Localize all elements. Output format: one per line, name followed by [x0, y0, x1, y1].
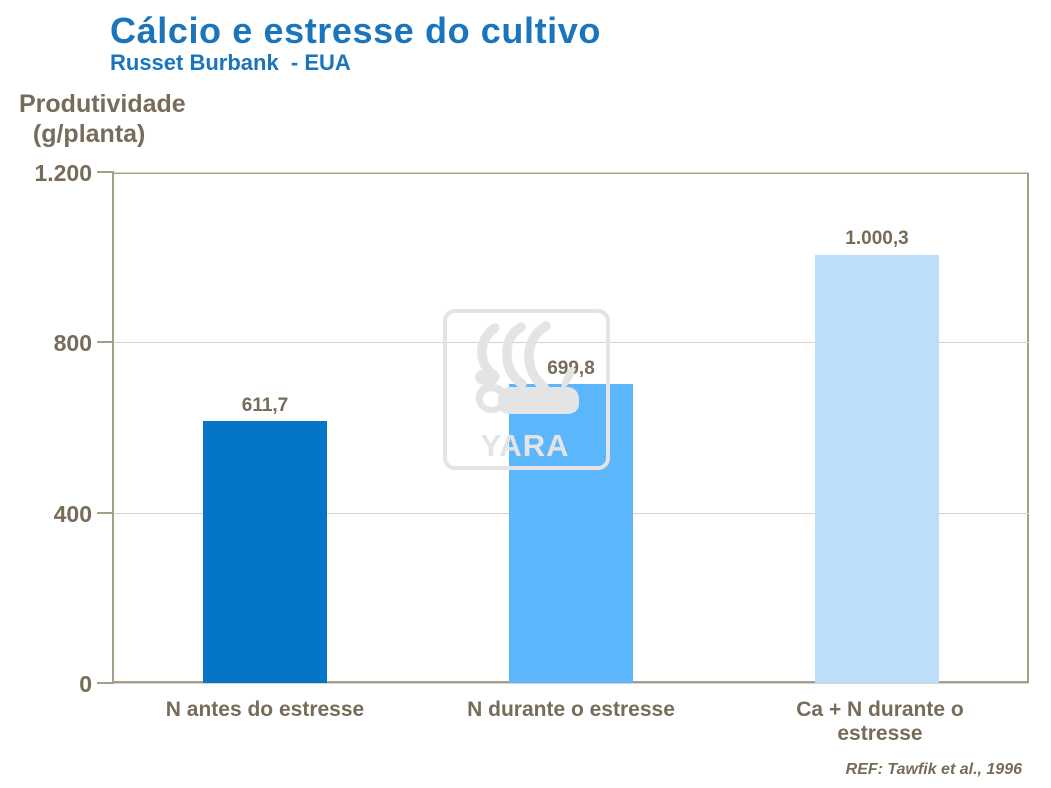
svg-text:YARA: YARA [481, 428, 570, 463]
